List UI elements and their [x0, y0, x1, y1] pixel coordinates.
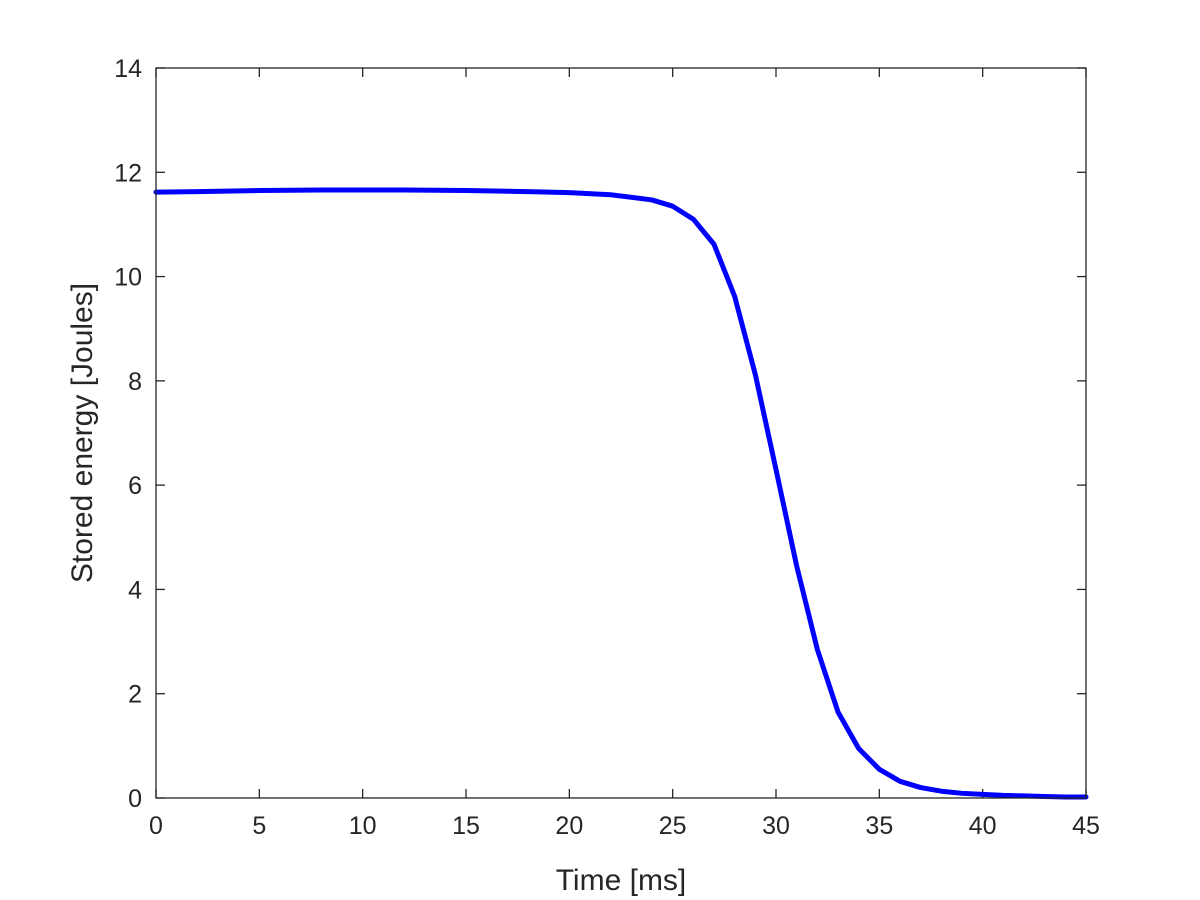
x-tick-label: 45 — [1072, 812, 1100, 840]
x-tick-label: 40 — [969, 812, 997, 840]
y-tick-label: 12 — [114, 159, 142, 187]
y-tick-label: 14 — [114, 55, 142, 83]
y-tick-label: 2 — [128, 681, 142, 709]
y-tick-label: 0 — [128, 785, 142, 813]
y-axis-title: Stored energy [Joules] — [66, 283, 99, 583]
x-tick-label: 10 — [349, 812, 377, 840]
series-layer — [153, 187, 1089, 800]
x-tick-label: 35 — [865, 812, 893, 840]
series-line — [153, 187, 1089, 800]
y-tick-label: 8 — [128, 368, 142, 396]
y-tick-label: 4 — [128, 576, 142, 604]
plot-background — [156, 68, 1086, 798]
y-tick-label: 6 — [128, 472, 142, 500]
x-axis-title: Time [ms] — [556, 864, 687, 897]
x-tick-label: 5 — [252, 812, 266, 840]
ticks-group: 0 5 10 15 20 25 30 35 40 45 0 2 4 6 8 10 12 14 — [114, 55, 1100, 840]
x-tick-label: 25 — [659, 812, 687, 840]
x-tick-label: 0 — [149, 812, 163, 840]
x-tick-label: 20 — [555, 812, 583, 840]
x-tick-label: 30 — [762, 812, 790, 840]
x-tick-label: 15 — [452, 812, 480, 840]
plot-frame — [155, 67, 1087, 799]
y-tick-label: 10 — [114, 264, 142, 292]
